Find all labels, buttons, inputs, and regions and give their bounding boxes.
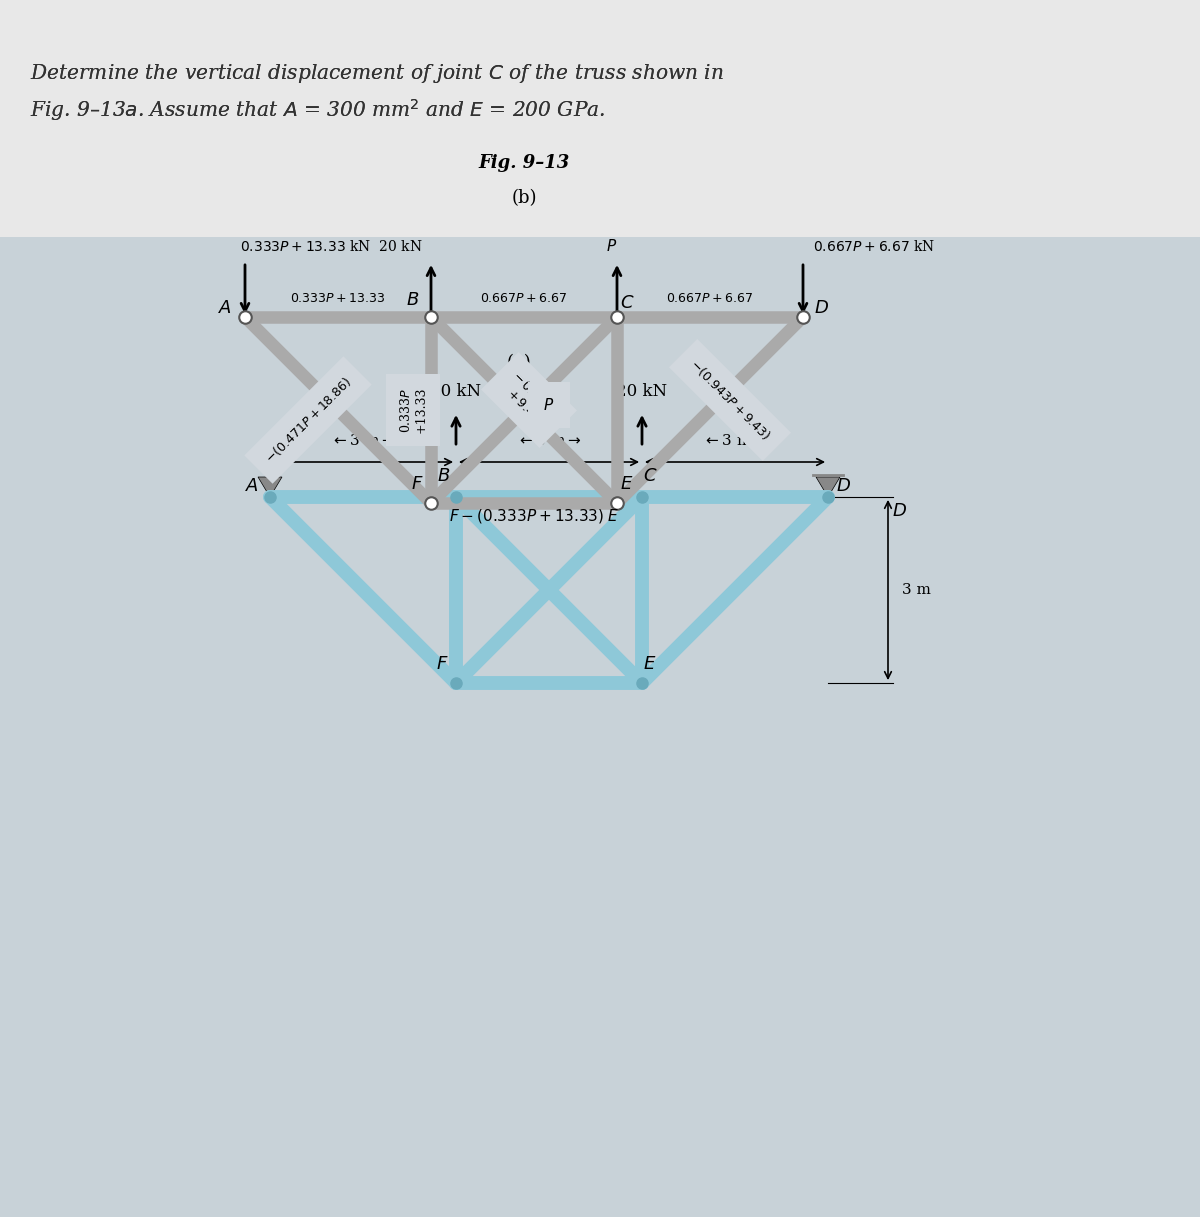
Text: Fig. 9–13$a$. Assume that $A$ = 300 mm$^2$ and $E$ = 200 GPa.: Fig. 9–13$a$. Assume that $A$ = 300 mm$^… (30, 97, 605, 123)
Text: $-\,0.471P$
$+\,9.43$: $-\,0.471P$ $+\,9.43$ (499, 370, 559, 431)
Text: 20 kN: 20 kN (617, 383, 667, 400)
Text: $A$: $A$ (218, 299, 232, 316)
Text: $E$: $E$ (643, 655, 656, 673)
Text: $-(0.943P + 9.43)$: $-(0.943P + 9.43)$ (686, 357, 773, 443)
Bar (0, 0, 1200, 237)
Text: Fig. 9–13: Fig. 9–13 (479, 155, 570, 172)
Text: $D$: $D$ (892, 501, 907, 520)
Text: $C$: $C$ (643, 467, 658, 486)
Polygon shape (258, 477, 282, 497)
Text: $0.333P + 13.33$: $0.333P + 13.33$ (290, 292, 385, 305)
Text: $D$: $D$ (814, 299, 828, 316)
Text: $C$: $C$ (619, 295, 635, 312)
Text: $P$: $P$ (544, 397, 554, 413)
Text: $E$: $E$ (620, 475, 634, 493)
Text: $\leftarrow$3 m$\rightarrow$: $\leftarrow$3 m$\rightarrow$ (331, 433, 395, 448)
Text: $0.667P+6.67$ kN: $0.667P+6.67$ kN (814, 239, 935, 254)
Text: $F$: $F$ (410, 475, 424, 493)
Text: $D$: $D$ (835, 477, 851, 495)
Text: Fig. 9–13$a$. Assume that $A$ = 300 mm$^2$ and $E$ = 200 GPa.: Fig. 9–13$a$. Assume that $A$ = 300 mm$^… (30, 97, 605, 123)
Text: (a): (a) (506, 354, 532, 372)
Bar (0, 237, 1200, 1217)
Text: (b): (b) (511, 189, 536, 207)
Text: $B$: $B$ (437, 467, 451, 486)
Text: $F-(0.333P + 13.33)\;E$: $F-(0.333P + 13.33)\;E$ (449, 507, 619, 525)
Text: $-(0.471P + 18.86)$: $-(0.471P + 18.86)$ (262, 374, 354, 466)
Text: $\leftarrow$3 m$\rightarrow$: $\leftarrow$3 m$\rightarrow$ (517, 433, 581, 448)
Text: Determine the vertical displacement of joint $C$ of the truss shown in: Determine the vertical displacement of j… (30, 62, 724, 85)
Text: 0.333$P$
+13.33: 0.333$P$ +13.33 (398, 387, 427, 433)
Text: $P$: $P$ (606, 239, 618, 254)
Text: $A$: $A$ (245, 477, 259, 495)
Text: $\leftarrow$3 m$\rightarrow$: $\leftarrow$3 m$\rightarrow$ (703, 433, 767, 448)
Text: $0.333P+13.33$ kN  20 kN: $0.333P+13.33$ kN 20 kN (240, 239, 422, 254)
Text: $0.667P + 6.67$: $0.667P + 6.67$ (666, 292, 754, 305)
Text: $B$: $B$ (407, 291, 420, 309)
Polygon shape (816, 477, 840, 497)
Text: $F$: $F$ (436, 655, 449, 673)
Text: 3 m: 3 m (902, 583, 931, 598)
Text: Determine the vertical displacement of joint $C$ of the truss shown in: Determine the vertical displacement of j… (30, 62, 724, 85)
Text: 20 kN: 20 kN (431, 383, 481, 400)
Text: $0.667P + 6.67$: $0.667P + 6.67$ (480, 292, 568, 305)
